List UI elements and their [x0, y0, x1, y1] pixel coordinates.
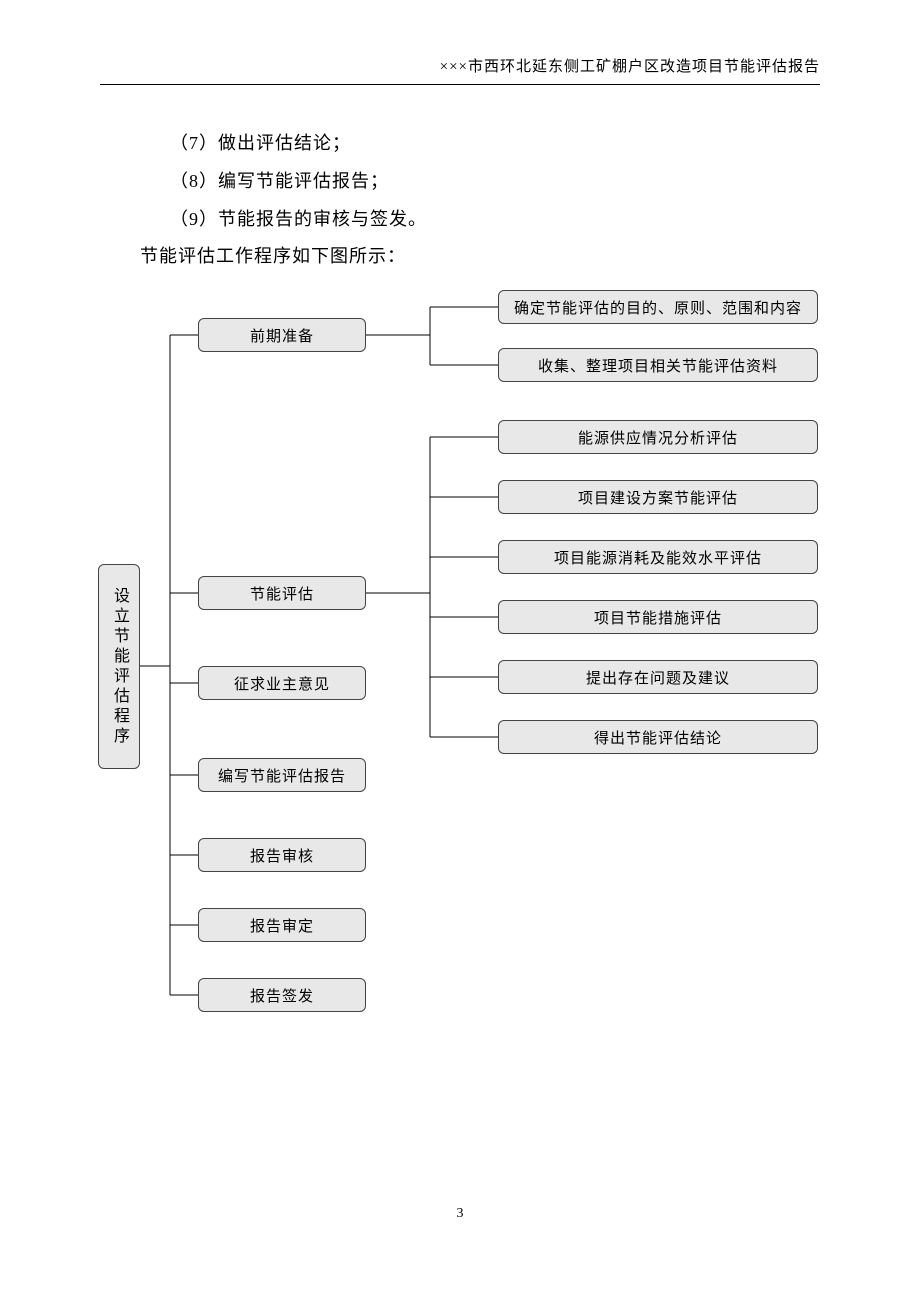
flow-diagram: 设立节能评估程序 前期准备节能评估征求业主意见编写节能评估报告报告审核报告审定报告… — [80, 286, 840, 1026]
level3b-node-3: 项目节能措施评估 — [498, 600, 818, 634]
body-text-block: （7）做出评估结论； （8）编写节能评估报告； （9）节能报告的审核与签发。 — [100, 125, 820, 238]
connector-lines — [80, 286, 840, 1026]
level3a-node-1: 收集、整理项目相关节能评估资料 — [498, 348, 818, 382]
header-title: ×××市西环北延东侧工矿棚户区改造项目节能评估报告 — [440, 59, 820, 75]
level3b-node-0: 能源供应情况分析评估 — [498, 420, 818, 454]
page-header: ×××市西环北延东侧工矿棚户区改造项目节能评估报告 — [100, 55, 820, 85]
level3b-node-4: 提出存在问题及建议 — [498, 660, 818, 694]
level2-node-approve: 报告审定 — [198, 908, 366, 942]
level3b-node-5: 得出节能评估结论 — [498, 720, 818, 754]
level2-node-eval: 节能评估 — [198, 576, 366, 610]
text-line-9: （9）节能报告的审核与签发。 — [170, 201, 820, 239]
level2-node-prep: 前期准备 — [198, 318, 366, 352]
level3b-node-1: 项目建设方案节能评估 — [498, 480, 818, 514]
level2-node-review: 报告审核 — [198, 838, 366, 872]
level2-node-sign: 报告签发 — [198, 978, 366, 1012]
page-number: 3 — [100, 1206, 820, 1222]
level2-node-owner: 征求业主意见 — [198, 666, 366, 700]
root-node: 设立节能评估程序 — [98, 564, 140, 769]
page: ×××市西环北延东侧工矿棚户区改造项目节能评估报告 （7）做出评估结论； （8）… — [0, 0, 920, 1282]
text-line-7: （7）做出评估结论； — [170, 125, 820, 163]
level2-node-write: 编写节能评估报告 — [198, 758, 366, 792]
intro-line: 节能评估工作程序如下图所示： — [100, 238, 820, 276]
text-line-8: （8）编写节能评估报告； — [170, 163, 820, 201]
level3b-node-2: 项目能源消耗及能效水平评估 — [498, 540, 818, 574]
level3a-node-0: 确定节能评估的目的、原则、范围和内容 — [498, 290, 818, 324]
